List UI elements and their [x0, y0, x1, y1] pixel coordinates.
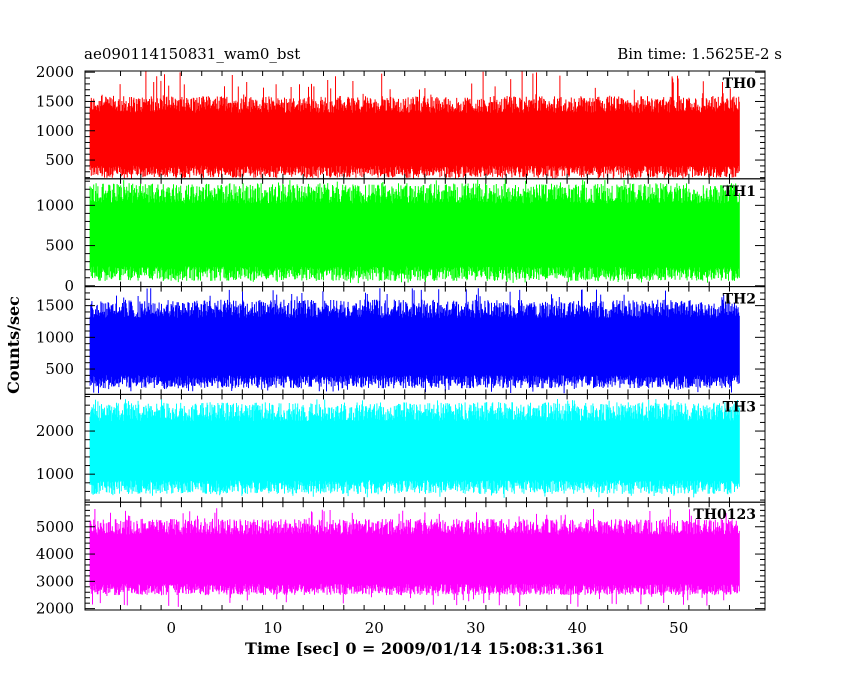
- y-tick-label-th3: 1000: [36, 465, 74, 483]
- y-tick-label-th0123: 4000: [36, 545, 74, 563]
- series-line-th1: [89, 179, 740, 284]
- y-tick-label-th0: 1500: [36, 92, 74, 110]
- series-line-th0123: [89, 508, 740, 607]
- panel-th0: TH0 500 1000 1500 2000: [36, 63, 766, 180]
- panel-label-th1: TH1: [723, 184, 756, 200]
- x-axis-tick-labels: 0 10 20 30 40 50: [166, 619, 688, 637]
- series-line-th3: [89, 399, 740, 498]
- y-tick-label-th0: 500: [45, 151, 74, 169]
- panel-label-th0: TH0: [723, 76, 757, 92]
- y-tick-label-th1: 0: [64, 277, 74, 295]
- y-axis-title: Counts/sec: [4, 296, 23, 394]
- y-tick-label-th0123: 3000: [36, 572, 74, 590]
- y-tick-label-th0123: 2000: [36, 600, 74, 618]
- x-tick-label: 0: [166, 619, 176, 637]
- x-tick-label: 30: [466, 619, 485, 637]
- x-axis-title: Time [sec] 0 = 2009/01/14 15:08:31.361: [245, 639, 605, 658]
- y-tick-label-th1: 1000: [36, 196, 74, 214]
- x-tick-label: 50: [669, 619, 688, 637]
- chart-title-left: ae090114150831_wam0_bst: [84, 45, 300, 63]
- x-tick-label: 40: [568, 619, 587, 637]
- chart-title-right: Bin time: 1.5625E-2 s: [617, 45, 782, 63]
- y-tick-label-th2: 500: [45, 360, 74, 378]
- y-tick-label-th1: 500: [45, 237, 74, 255]
- panel-th1: TH1 0 500 1000: [36, 178, 766, 295]
- series-line-th0: [89, 71, 740, 179]
- panel-th3: TH3 1000 2000: [36, 393, 766, 503]
- y-tick-label-th2: 1500: [36, 297, 74, 315]
- y-tick-label-th0: 1000: [36, 122, 74, 140]
- y-tick-label-th0123: 5000: [36, 518, 74, 536]
- panel-th0123: TH0123 2000 3000 4000 5000: [36, 501, 766, 618]
- panel-label-th0123: TH0123: [693, 507, 756, 523]
- x-tick-label: 20: [365, 619, 384, 637]
- y-tick-label-th3: 2000: [36, 422, 74, 440]
- panel-label-th2: TH2: [723, 292, 756, 308]
- series-line-th2: [89, 288, 740, 394]
- x-tick-label: 10: [263, 619, 282, 637]
- panel-label-th3: TH3: [723, 399, 756, 415]
- panels-group: TH0 500 1000 1500 2000 TH1 0 500 1000 TH2 500 1000 1…: [36, 63, 766, 618]
- panel-th2: TH2 500 1000 1500: [36, 286, 766, 395]
- y-tick-label-th2: 1000: [36, 328, 74, 346]
- y-tick-label-th0: 2000: [36, 63, 74, 81]
